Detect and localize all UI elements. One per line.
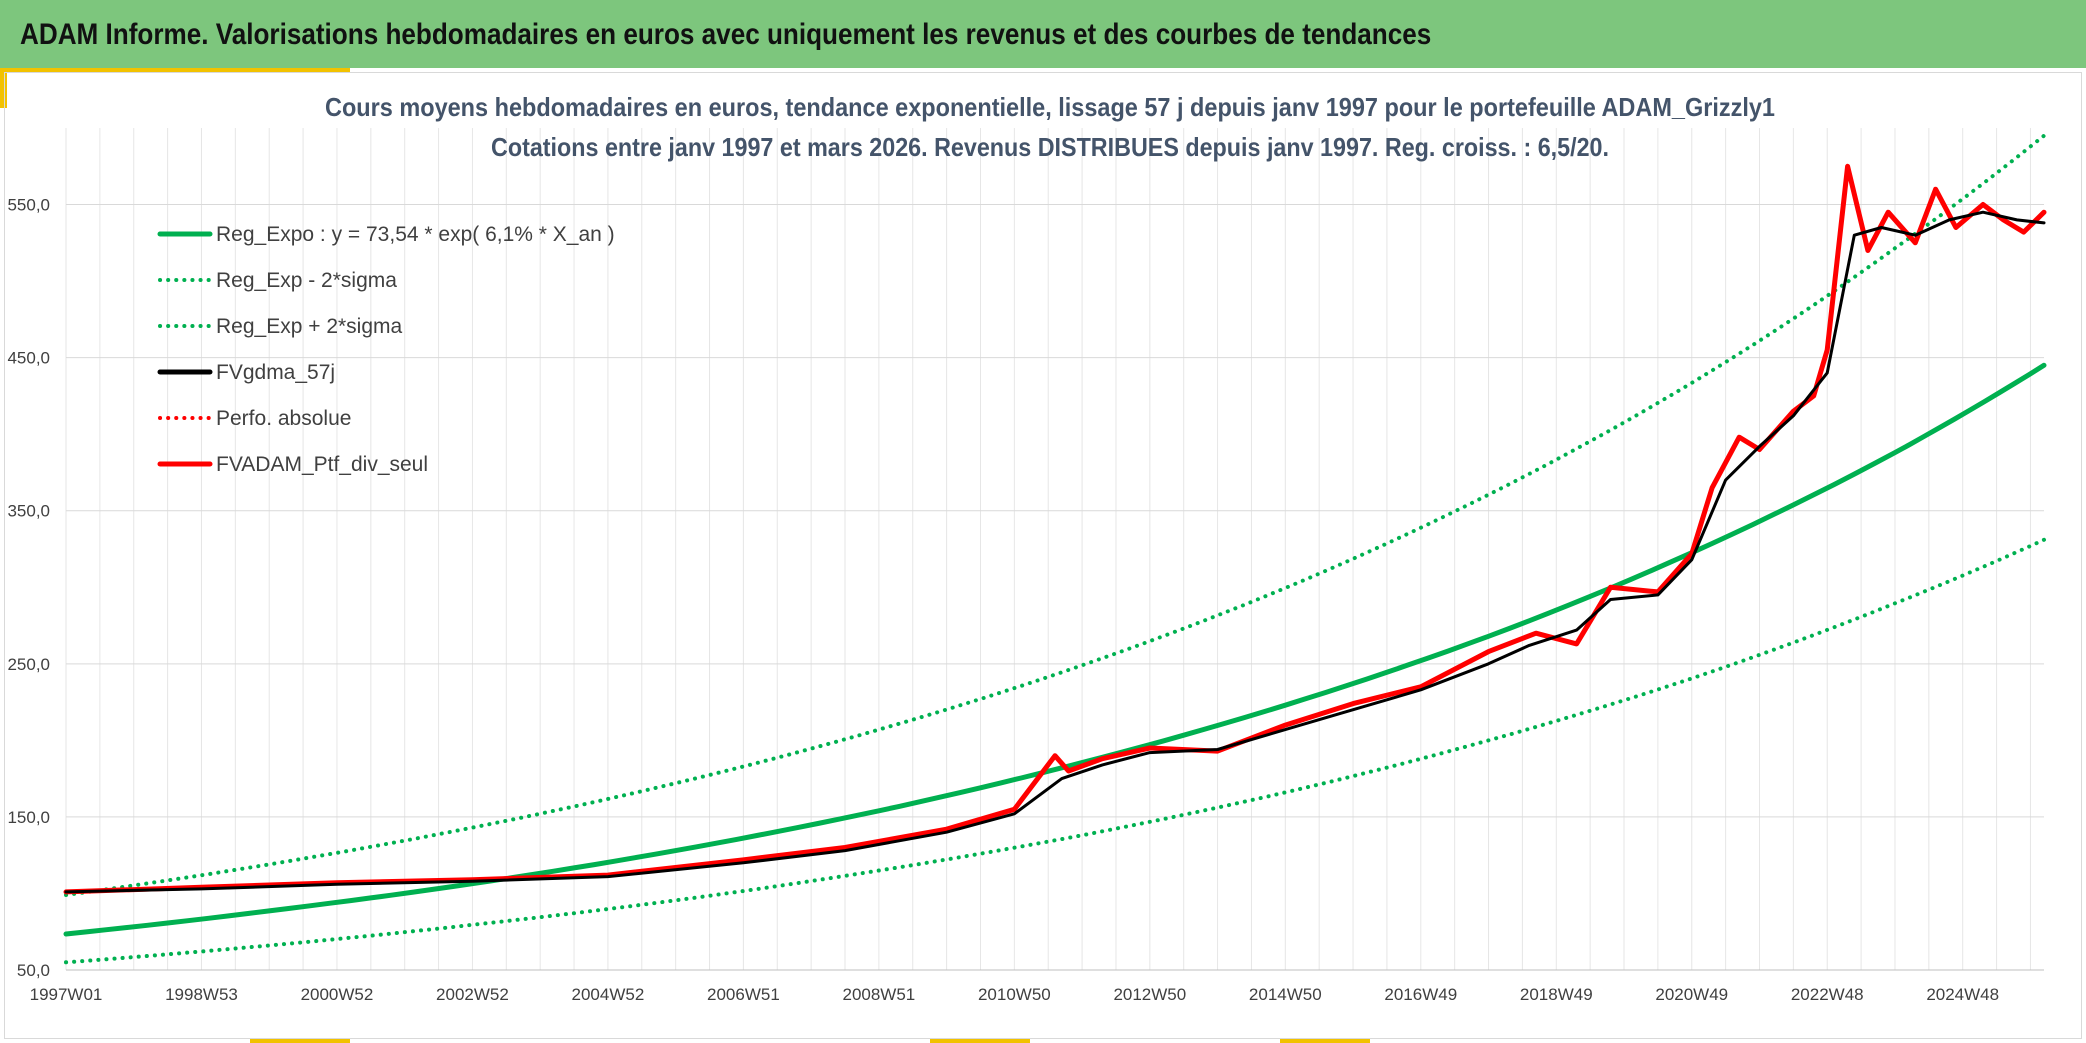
x-tick-label: 2010W50 bbox=[978, 985, 1051, 1004]
x-tick-label: 2020W49 bbox=[1655, 985, 1728, 1004]
x-tick-label: 1998W53 bbox=[165, 985, 238, 1004]
series-line-3 bbox=[64, 210, 2046, 894]
legend-label: Perfo. absolue bbox=[216, 407, 351, 430]
y-tick-label: 350,0 bbox=[7, 502, 50, 521]
x-tick-label: 2016W49 bbox=[1384, 985, 1457, 1004]
y-tick-label: 50,0 bbox=[17, 961, 50, 980]
x-tick-label: 2014W50 bbox=[1249, 985, 1322, 1004]
legend-label: Reg_Exp - 2*sigma bbox=[216, 269, 397, 292]
legend-label: FVADAM_Ptf_div_seul bbox=[216, 453, 428, 476]
legend-label: Reg_Exp + 2*sigma bbox=[216, 315, 403, 338]
x-tick-label: 2004W52 bbox=[572, 985, 645, 1004]
series-line-2 bbox=[64, 133, 2046, 897]
accent-bar-bottom bbox=[930, 1039, 1030, 1043]
chart-frame bbox=[4, 72, 2082, 1039]
chart-title: Cours moyens hebdomadaires en euros, ten… bbox=[325, 92, 1775, 122]
x-tick-label: 2012W50 bbox=[1113, 985, 1186, 1004]
x-tick-label: 1997W01 bbox=[30, 985, 103, 1004]
series-line-0 bbox=[63, 362, 2047, 937]
y-tick-label: 550,0 bbox=[7, 196, 50, 215]
accent-bar-left bbox=[0, 68, 7, 108]
x-tick-label: 2006W51 bbox=[707, 985, 780, 1004]
legend-label: FVgdma_57j bbox=[216, 361, 335, 384]
page-title: ADAM Informe. Valorisations hebdomadaire… bbox=[20, 18, 1432, 51]
x-tick-label: 2000W52 bbox=[301, 985, 374, 1004]
x-tick-label: 2022W48 bbox=[1791, 985, 1864, 1004]
y-tick-label: 150,0 bbox=[7, 808, 50, 827]
y-tick-label: 450,0 bbox=[7, 349, 50, 368]
x-tick-label: 2002W52 bbox=[436, 985, 509, 1004]
vertical-gridlines bbox=[65, 128, 2031, 970]
chart-subtitle: Cotations entre janv 1997 et mars 2026. … bbox=[491, 132, 1609, 162]
accent-bar-bottom bbox=[1280, 1039, 1370, 1043]
x-axis: 1997W01 1998W53 2000W52 2002W52 2004W52 2006W… bbox=[30, 969, 2044, 1004]
header-bar: ADAM Informe. Valorisations hebdomadaire… bbox=[0, 0, 2086, 68]
accent-bar-bottom bbox=[250, 1039, 350, 1043]
y-axis: 50,0 150,0 250,0 350,0 450,0 550,0 bbox=[7, 196, 50, 980]
x-tick-label: 2018W49 bbox=[1520, 985, 1593, 1004]
series-layer bbox=[63, 133, 2047, 965]
series-line-1 bbox=[64, 537, 2046, 965]
legend: Reg_Expo : y = 73,54 * exp( 6,1% * X_an … bbox=[157, 223, 615, 476]
accent-bar-top bbox=[0, 68, 350, 72]
y-tick-label: 250,0 bbox=[7, 655, 50, 674]
legend-label: Reg_Expo : y = 73,54 * exp( 6,1% * X_an … bbox=[216, 223, 615, 246]
x-tick-label: 2024W48 bbox=[1926, 985, 1999, 1004]
x-tick-label: 2008W51 bbox=[842, 985, 915, 1004]
